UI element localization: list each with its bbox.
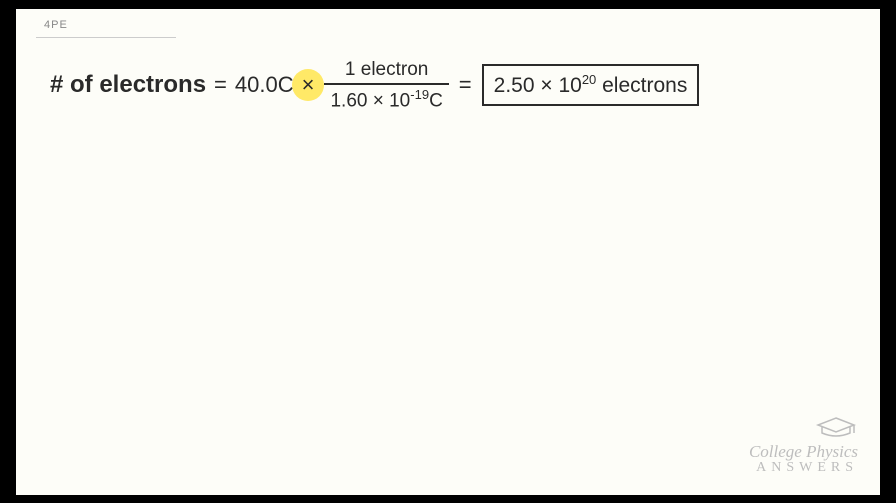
equals-sign: = <box>214 72 227 98</box>
equals-sign-2: = <box>459 72 472 98</box>
conversion-fraction: 1 electron 1.60 × 10-19C <box>324 59 448 112</box>
charge-given: 40.0C <box>235 72 294 98</box>
graduation-cap-icon <box>749 415 858 439</box>
denom-base: 1.60 × 10 <box>330 90 410 111</box>
brand-subtitle: ANSWERS <box>749 460 858 477</box>
multiply-highlight: × <box>302 72 315 98</box>
brand-title: College Physics <box>749 443 858 460</box>
fraction-numerator: 1 electron <box>339 59 434 83</box>
answer-exp: 20 <box>582 72 596 87</box>
denom-unit: C <box>429 90 443 111</box>
final-answer-box: 2.50 × 1020 electrons <box>482 64 700 106</box>
problem-label: 4PE <box>44 19 68 31</box>
answer-base: 2.50 × 10 <box>494 74 582 97</box>
lhs-text: # of electrons <box>50 71 206 99</box>
brand-watermark: College Physics ANSWERS <box>749 415 858 477</box>
electron-count-equation: # of electrons = 40.0C × 1 electron 1.60… <box>46 59 699 112</box>
fraction-denominator: 1.60 × 10-19C <box>324 83 448 112</box>
whiteboard-page: 4PE # of electrons = 40.0C × 1 electron … <box>16 9 880 495</box>
denom-exp: -19 <box>410 87 429 102</box>
multiply-sign: × <box>302 72 315 97</box>
answer-unit: electrons <box>596 74 687 97</box>
header-underline <box>36 37 176 38</box>
